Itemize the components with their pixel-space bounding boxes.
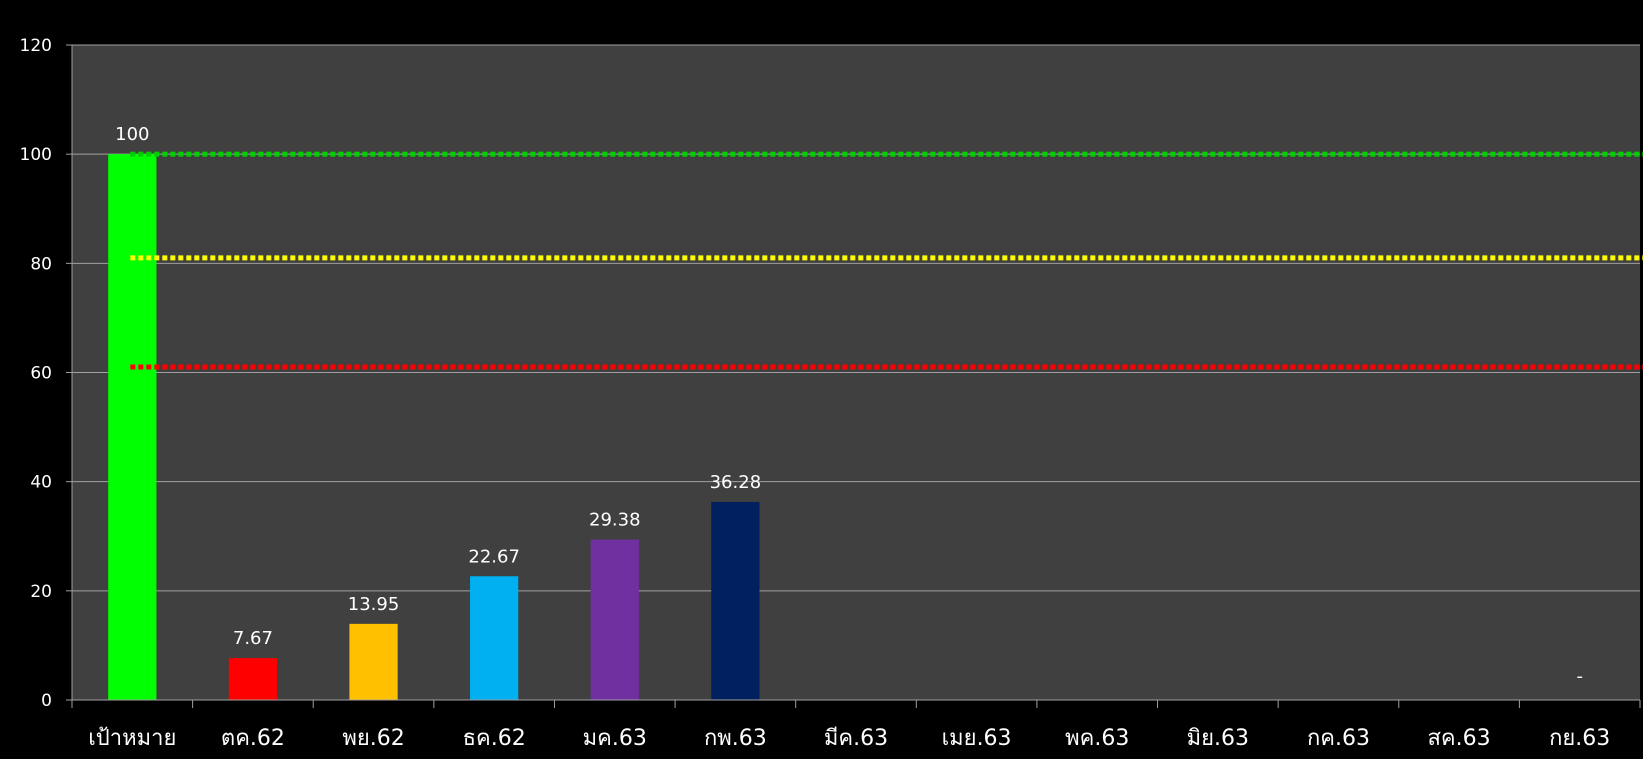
y-tick-label: 20 xyxy=(30,582,52,602)
y-tick-label: 120 xyxy=(20,36,52,56)
bar xyxy=(711,501,760,700)
x-tick-label: มิย.63 xyxy=(1187,726,1249,751)
data-labels: 100 7.67 13.95 22.67 29.38 36.28 - xyxy=(115,124,1583,687)
x-tick-label: ตค.62 xyxy=(221,726,285,751)
y-tick-label: 40 xyxy=(30,473,52,493)
data-label: 100 xyxy=(115,124,149,145)
data-label: 29.38 xyxy=(589,510,641,531)
data-label: 22.67 xyxy=(468,546,520,567)
y-tick-label: 80 xyxy=(30,254,52,274)
x-tick-label: เป้าหมาย xyxy=(88,726,176,751)
x-tick-label: กย.63 xyxy=(1549,726,1610,751)
y-tick-label: 100 xyxy=(20,145,52,165)
x-tick-label: เมย.63 xyxy=(942,726,1012,751)
y-tick-label: 60 xyxy=(30,364,52,384)
x-tick-label: มค.63 xyxy=(583,726,647,751)
x-axis-ticks: เป้าหมาย ตค.62 พย.62 ธค.62 มค.63 กพ.63 มีค.63 เ… xyxy=(71,699,1641,751)
data-label: - xyxy=(1576,666,1583,687)
x-tick-label: ธค.62 xyxy=(463,726,526,751)
data-label: 13.95 xyxy=(348,594,400,615)
x-tick-label: กพ.63 xyxy=(704,726,767,751)
bars xyxy=(108,154,760,700)
bar xyxy=(470,576,519,700)
x-tick-label: มีค.63 xyxy=(824,726,888,751)
reference-lines xyxy=(130,151,1643,370)
x-tick-label: พย.62 xyxy=(342,726,404,751)
x-tick-label: กค.63 xyxy=(1307,726,1370,751)
data-label: 7.67 xyxy=(233,628,273,649)
bar xyxy=(228,658,278,700)
bar xyxy=(108,154,157,700)
data-label: 36.28 xyxy=(710,472,762,493)
bar xyxy=(349,623,398,700)
y-tick-label: 0 xyxy=(41,691,52,711)
y-axis-ticks: 0 20 40 60 80 100 120 xyxy=(20,36,72,711)
bar xyxy=(590,539,639,700)
x-tick-label: พค.63 xyxy=(1065,726,1129,751)
x-tick-label: สค.63 xyxy=(1428,726,1491,751)
